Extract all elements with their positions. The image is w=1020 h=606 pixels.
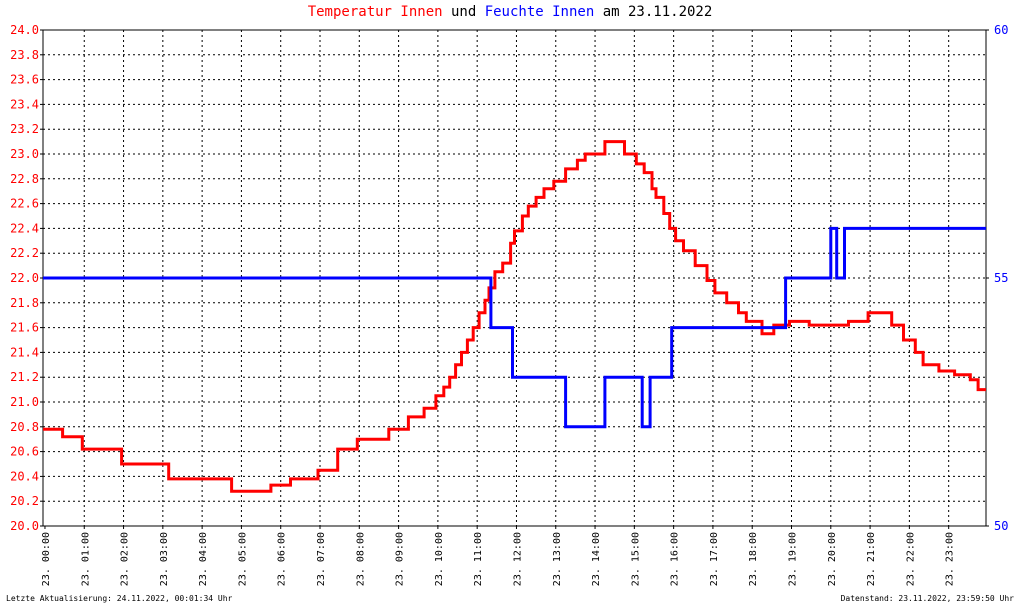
x-tick-label: 23. 16:00 xyxy=(670,532,681,586)
x-tick-label: 23. 18:00 xyxy=(748,532,759,586)
x-tick-label: 23. 05:00 xyxy=(237,532,248,586)
x-tick-label: 23. 19:00 xyxy=(788,532,799,586)
y-left-tick-label: 20.6 xyxy=(10,445,39,459)
chart-title: Temperatur Innen und Feuchte Innen am 23… xyxy=(0,4,1020,20)
y-left-tick-label: 23.8 xyxy=(10,48,39,62)
y-left-tick-label: 22.4 xyxy=(10,221,39,235)
x-axis: 23. 00:00 23. 01:00 23. 02:00 23. 03:00 23. … xyxy=(41,526,956,586)
title-humidity: Feuchte Innen xyxy=(484,4,595,20)
y-left-tick-label: 22.8 xyxy=(10,172,39,186)
footer-last-update: Letzte Aktualisierung: 24.11.2022, 00:01… xyxy=(6,594,233,603)
x-tick-label: 23. 21:00 xyxy=(866,532,877,586)
temperature-line xyxy=(43,140,986,493)
y-axis-right: 50 55 60 xyxy=(986,23,1008,533)
y-left-tick-label: 23.2 xyxy=(10,122,39,136)
title-date: am 23.11.2022 xyxy=(594,4,713,20)
x-tick-label: 23. 08:00 xyxy=(355,532,366,586)
y-axis-left: 20.0 20.2 20.4 20.6 20.8 21.0 21.2 21.4 21.6 21.8… xyxy=(10,23,43,533)
y-left-tick-label: 23.0 xyxy=(10,147,39,161)
chart-grid xyxy=(43,30,986,526)
x-tick-label: 23. 01:00 xyxy=(80,532,91,586)
x-tick-label: 23. 02:00 xyxy=(120,532,131,586)
y-left-tick-label: 21.4 xyxy=(10,345,39,359)
y-left-tick-label: 24.0 xyxy=(10,23,39,37)
x-tick-label: 23. 10:00 xyxy=(434,532,445,586)
x-tick-label: 23. 23:00 xyxy=(945,532,956,586)
title-and: und xyxy=(442,4,485,20)
y-left-tick-label: 20.2 xyxy=(10,494,39,508)
y-left-tick-label: 21.8 xyxy=(10,296,39,310)
y-left-tick-label: 22.2 xyxy=(10,246,39,260)
series-lines xyxy=(43,140,986,493)
x-tick-label: 23. 07:00 xyxy=(316,532,327,586)
y-left-tick-label: 20.8 xyxy=(10,420,39,434)
y-left-tick-label: 23.4 xyxy=(10,97,39,111)
x-tick-label: 23. 04:00 xyxy=(198,532,209,586)
y-left-tick-label: 22.6 xyxy=(10,197,39,211)
x-tick-label: 23. 20:00 xyxy=(827,532,838,586)
humidity-line xyxy=(43,226,986,429)
x-tick-label: 23. 17:00 xyxy=(709,532,720,586)
x-tick-label: 23. 13:00 xyxy=(552,532,563,586)
x-tick-label: 23. 22:00 xyxy=(905,532,916,586)
y-right-tick-label: 50 xyxy=(994,519,1008,533)
x-tick-label: 23. 12:00 xyxy=(512,532,523,586)
y-left-tick-label: 21.6 xyxy=(10,321,39,335)
x-tick-label: 23. 15:00 xyxy=(630,532,641,586)
x-tick-label: 23. 03:00 xyxy=(159,532,170,586)
y-left-tick-label: 21.2 xyxy=(10,370,39,384)
y-left-tick-label: 23.6 xyxy=(10,73,39,87)
title-temperature: Temperatur Innen xyxy=(307,4,443,20)
y-left-tick-label: 20.4 xyxy=(10,469,39,483)
x-tick-label: 23. 06:00 xyxy=(277,532,288,586)
x-tick-label: 23. 00:00 xyxy=(41,532,52,586)
y-left-tick-label: 21.0 xyxy=(10,395,39,409)
y-left-tick-label: 20.0 xyxy=(10,519,39,533)
x-tick-label: 23. 09:00 xyxy=(395,532,406,586)
x-tick-label: 23. 14:00 xyxy=(591,532,602,586)
x-tick-label: 23. 11:00 xyxy=(473,532,484,586)
footer-data-state: Datenstand: 23.11.2022, 23:59:50 Uhr xyxy=(840,594,1014,603)
y-left-tick-label: 22.0 xyxy=(10,271,39,285)
y-right-tick-label: 55 xyxy=(994,271,1008,285)
y-right-tick-label: 60 xyxy=(994,23,1008,37)
